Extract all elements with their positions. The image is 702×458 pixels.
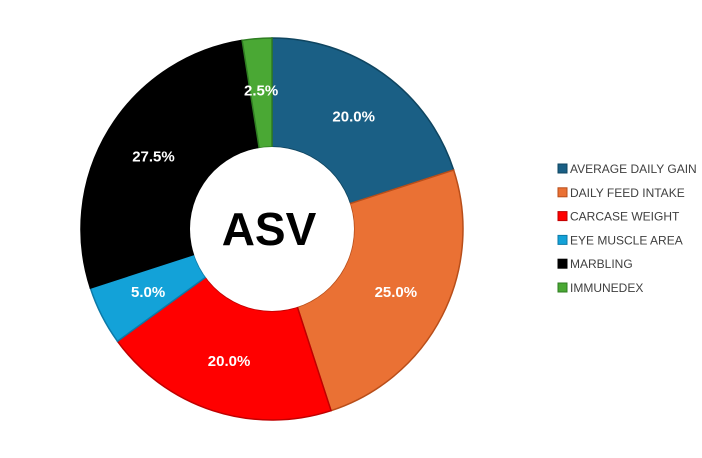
legend-swatch-carcase-weight: [557, 211, 568, 222]
data-label-average-daily-gain: 20.0%: [332, 109, 375, 126]
legend-label-daily-feed-intake: DAILY FEED INTAKE: [570, 186, 685, 200]
legend: AVERAGE DAILY GAIN DAILY FEED INTAKE CARCA…: [557, 162, 697, 295]
legend-label-marbling: MARBLING: [570, 257, 633, 271]
data-label-immunedex: 2.5%: [244, 82, 278, 99]
legend-swatch-daily-feed-intake: [557, 187, 568, 198]
center-label: ASV: [222, 203, 317, 255]
center-hole: [190, 147, 354, 311]
legend-swatch-average-daily-gain: [557, 163, 568, 174]
legend-swatch-eye-muscle-area: [557, 234, 568, 245]
legend-label-immunedex: IMMUNEDEX: [570, 281, 643, 295]
data-label-marbling: 27.5%: [132, 148, 175, 165]
legend-label-average-daily-gain: AVERAGE DAILY GAIN: [570, 162, 697, 176]
data-label-daily-feed-intake: 25.0%: [375, 284, 418, 301]
data-label-eye-muscle-area: 5.0%: [131, 284, 165, 301]
legend-swatch-immunedex: [557, 282, 568, 293]
slice-labels-group: 20.0% 25.0% 20.0% 5.0% 27.5% 2.5%: [131, 82, 417, 370]
data-label-carcase-weight: 20.0%: [208, 353, 251, 370]
legend-label-eye-muscle-area: EYE MUSCLE AREA: [570, 233, 683, 247]
legend-label-carcase-weight: CARCASE WEIGHT: [570, 210, 680, 224]
legend-swatch-marbling: [557, 258, 568, 269]
